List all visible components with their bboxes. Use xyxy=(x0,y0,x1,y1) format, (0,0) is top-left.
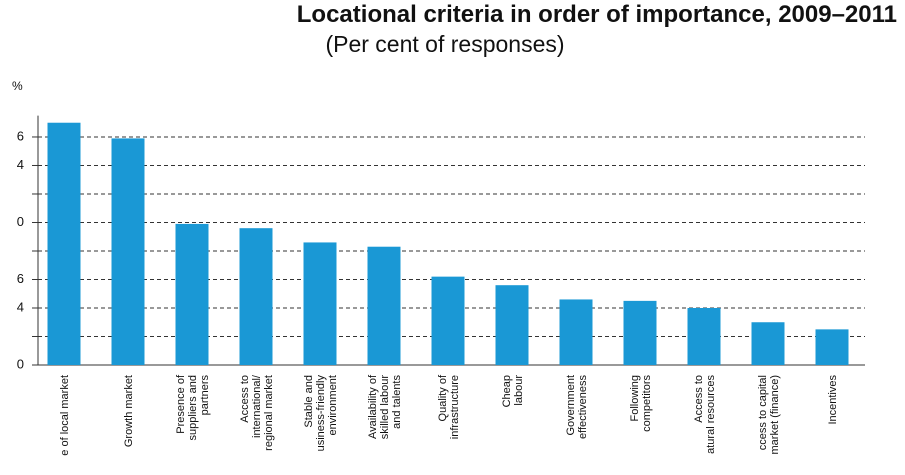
bar xyxy=(175,223,209,365)
y-axis-label: % xyxy=(12,79,23,93)
bar xyxy=(815,329,849,365)
y-tick-label: 4 xyxy=(17,157,24,172)
x-tick-label: Followingcompetitors xyxy=(629,375,653,432)
y-tick-label: 0 xyxy=(17,214,24,229)
y-tick-label: 6 xyxy=(17,128,24,143)
chart-title: Locational criteria in order of importan… xyxy=(297,1,897,28)
bar xyxy=(751,322,785,365)
bar xyxy=(111,138,145,365)
bar xyxy=(47,122,81,366)
bar xyxy=(431,276,465,365)
x-tick-label: Growth market xyxy=(123,375,135,447)
bar xyxy=(495,285,529,365)
chart-subtitle: (Per cent of responses) xyxy=(325,31,564,57)
x-tick-label: ccess to capitalmarket (finance) xyxy=(757,375,781,454)
x-tick-label: Access toatural resources xyxy=(693,375,717,454)
x-tick-label: e of local market xyxy=(59,375,71,456)
bar xyxy=(303,242,337,365)
bar xyxy=(559,299,593,365)
y-tick-label: 0 xyxy=(17,356,24,371)
x-tick-label: Quality ofinfrastructure xyxy=(437,374,461,439)
bar xyxy=(239,228,273,365)
x-tick-label: Presence ofsuppliers andpartners xyxy=(175,374,211,440)
x-tick-label: Availability ofskilled labourand talents xyxy=(367,374,403,439)
x-tick-label: Incentives xyxy=(827,375,839,425)
x-tick-label: Access tointernational/regional market xyxy=(239,374,275,451)
bar xyxy=(367,246,401,365)
y-tick-label: 6 xyxy=(17,271,24,286)
y-tick-label: 4 xyxy=(17,299,24,314)
bar xyxy=(687,307,721,365)
x-tick-label: Stable andusiness-friendlyenvironment xyxy=(303,375,339,452)
x-tick-label: Cheaplabour xyxy=(501,375,525,408)
x-tick-label: Governmenteffectiveness xyxy=(565,375,589,440)
bar xyxy=(623,300,657,365)
